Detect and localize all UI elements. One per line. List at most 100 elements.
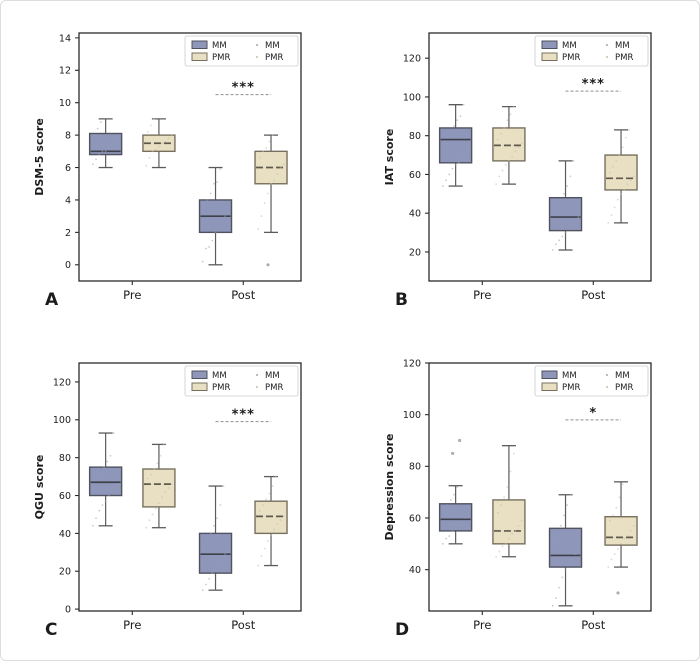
x-tick-label-post: Post: [581, 288, 606, 302]
legend-label-pmr: PMR: [212, 53, 230, 63]
strip-point: [273, 528, 276, 531]
strip-point: [167, 137, 170, 140]
y-tick-label: 60: [409, 170, 421, 181]
x-tick-label-post: Post: [231, 288, 256, 302]
strip-point: [628, 128, 630, 131]
strip-point: [616, 548, 619, 550]
strip-point: [206, 199, 209, 201]
strip-point: [624, 136, 627, 139]
y-tick-label: 20: [59, 567, 71, 578]
box-post-mm: [548, 493, 583, 607]
panel-a-chart: 0 2 4 6 8 10 12 14 DSM-5 score Pre Post *** MM PMR MM P…: [33, 32, 302, 310]
legend-box: [184, 35, 299, 67]
strip-point: [208, 246, 211, 248]
strip-point: [262, 150, 264, 153]
panel-letter-d: D: [395, 620, 409, 640]
strip-point: [501, 169, 504, 172]
legend-marker-pmr-icon: [255, 385, 259, 389]
y-tick-label: 4: [65, 195, 71, 206]
strip-point: [443, 140, 446, 143]
strip-point: [459, 115, 462, 118]
strip-point: [626, 535, 629, 537]
strip-point: [206, 538, 209, 540]
strip-point: [216, 181, 219, 184]
strip-point: [618, 154, 621, 156]
legend-marker-label-pmr: PMR: [265, 383, 283, 393]
strip-point: [162, 443, 165, 446]
strip-point: [503, 496, 506, 499]
strip-point: [260, 555, 263, 557]
y-tick-label: 14: [59, 33, 71, 44]
legend-marker-label-mm: MM: [265, 41, 280, 51]
legend-patch-pmr: [541, 382, 558, 391]
panel-letter-a: A: [45, 290, 59, 310]
x-tick-label-pre: Pre: [473, 288, 491, 302]
strip-point: [224, 215, 227, 218]
outlier-point: [266, 263, 270, 267]
strip-point: [449, 130, 452, 133]
strip-point: [111, 490, 113, 493]
strip-point: [109, 454, 112, 457]
strip-point: [556, 204, 559, 207]
strip-point: [629, 179, 632, 182]
strip-point: [615, 159, 618, 162]
strip-point: [279, 519, 282, 522]
strip-point: [551, 249, 554, 251]
iqr-box: [548, 196, 583, 232]
strip-point: [95, 517, 97, 520]
strip-point: [569, 175, 572, 178]
strip-point: [629, 530, 632, 532]
box-pre-mm: [88, 118, 123, 169]
strip-point: [456, 119, 459, 122]
box-pre-pmr: [492, 445, 526, 558]
strip-point: [96, 127, 99, 130]
legend-marker-pmr-icon: [605, 55, 609, 59]
y-tick-label: 60: [59, 491, 71, 502]
strip-point: [512, 452, 515, 455]
legend-marker-label-mm: MM: [615, 371, 630, 381]
strip-point: [227, 212, 230, 214]
strip-point: [146, 477, 149, 480]
strip-point: [219, 168, 222, 171]
strip-point: [453, 125, 455, 127]
strip-point: [555, 243, 557, 246]
strip-point: [101, 150, 104, 153]
outlier-point: [451, 451, 455, 456]
strip-point: [498, 550, 501, 553]
legend: MM PMR MM PMR: [184, 365, 299, 397]
strip-point: [564, 231, 567, 234]
legend-marker-mm-icon: [255, 373, 259, 377]
box-pre-pmr: [492, 105, 526, 186]
iqr-box: [142, 468, 176, 508]
strip-point: [454, 163, 457, 166]
strip-point: [607, 566, 610, 568]
strip-point: [217, 562, 220, 565]
strip-point: [610, 214, 613, 217]
strip-point: [91, 524, 94, 527]
panel-letter-c: C: [45, 620, 57, 640]
legend-marker-label-pmr: PMR: [615, 53, 633, 63]
legend-marker-pmr-icon: [255, 55, 259, 59]
strip-point: [563, 514, 565, 517]
strip-point: [621, 146, 624, 149]
strip-point: [506, 119, 509, 122]
box-post-pmr: [254, 134, 288, 267]
iqr-box: [604, 516, 638, 546]
significance-stars: *: [589, 406, 597, 421]
strip-point: [203, 543, 206, 546]
strip-point: [467, 146, 470, 149]
strip-point: [257, 564, 260, 567]
strip-point: [632, 524, 635, 527]
y-tick-label: 0: [65, 260, 71, 271]
significance-stars: ***: [232, 81, 255, 96]
strip-point: [577, 548, 580, 550]
strip-point: [117, 483, 120, 486]
strip-point: [504, 542, 507, 545]
strip-point: [145, 165, 148, 167]
strip-point: [626, 183, 629, 186]
strip-point: [159, 454, 162, 457]
box-post-pmr: [604, 128, 638, 224]
strip-point: [498, 175, 501, 178]
axes-spine: [428, 32, 652, 282]
